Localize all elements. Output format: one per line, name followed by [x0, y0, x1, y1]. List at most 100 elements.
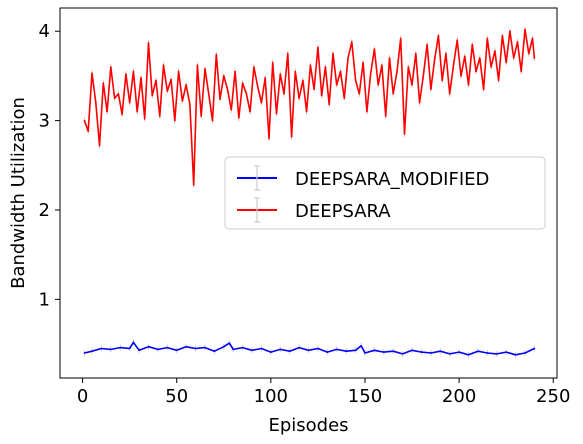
series-deepsara — [83, 26, 536, 188]
data-point — [477, 350, 479, 352]
data-point — [430, 88, 432, 91]
data-point — [113, 97, 116, 100]
data-point — [403, 133, 406, 135]
data-point — [456, 39, 459, 41]
data-point — [228, 342, 231, 344]
data-point — [362, 61, 364, 64]
data-point — [448, 353, 451, 355]
series-line — [84, 341, 535, 356]
data-point — [204, 67, 206, 70]
data-point — [230, 109, 233, 111]
data-point — [383, 351, 385, 353]
axes-frame — [59, 7, 558, 379]
data-point — [253, 66, 255, 68]
data-point — [411, 349, 413, 352]
data-point — [514, 353, 517, 356]
data-point — [288, 350, 291, 352]
data-point — [524, 28, 526, 31]
data-point — [260, 101, 263, 104]
data-point — [445, 52, 447, 55]
data-point — [494, 50, 496, 52]
data-point — [317, 46, 319, 49]
data-point — [505, 61, 507, 64]
data-point — [324, 66, 327, 68]
data-point — [294, 70, 297, 73]
series-layer — [83, 26, 536, 358]
data-point — [175, 349, 178, 352]
data-point — [343, 97, 346, 100]
data-point — [166, 346, 169, 349]
data-point — [241, 346, 244, 349]
data-point — [420, 351, 423, 353]
data-point — [364, 352, 366, 354]
data-point — [426, 43, 428, 46]
data-point — [512, 57, 515, 59]
series-deepsara-modified — [83, 339, 536, 358]
data-point — [520, 70, 523, 73]
x-axis-title: Episodes — [268, 415, 348, 436]
data-point — [241, 82, 244, 84]
data-point — [143, 118, 146, 120]
data-point — [260, 347, 263, 350]
data-point — [360, 345, 363, 347]
data-point — [290, 135, 293, 138]
data-point — [467, 353, 470, 356]
data-point — [268, 137, 270, 140]
data-point — [307, 349, 310, 352]
data-point — [94, 101, 97, 104]
data-point — [138, 349, 140, 352]
data-point — [490, 66, 492, 68]
data-point — [317, 347, 319, 350]
data-point — [155, 79, 157, 82]
data-point — [215, 53, 218, 56]
data-point — [433, 59, 436, 61]
data-point — [335, 84, 338, 86]
data-point — [256, 85, 259, 88]
data-point — [479, 57, 481, 59]
data-point — [392, 350, 395, 352]
data-point — [339, 70, 342, 73]
data-point — [354, 349, 357, 352]
data-point — [381, 64, 383, 66]
data-point — [83, 119, 86, 122]
data-point — [328, 103, 331, 106]
data-point — [283, 92, 285, 95]
data-point — [275, 112, 278, 115]
data-point — [177, 70, 180, 73]
data-point — [495, 353, 498, 355]
data-point — [110, 348, 112, 351]
data-point — [132, 70, 135, 73]
data-point — [264, 76, 267, 79]
data-point — [430, 352, 432, 354]
data-point — [460, 75, 462, 77]
data-point — [509, 30, 511, 33]
x-tick-label: 50 — [165, 386, 188, 407]
data-point — [245, 92, 248, 95]
data-point — [157, 348, 159, 351]
data-point — [91, 350, 93, 352]
data-point — [347, 57, 349, 59]
legend: DEEPSARA_MODIFIED DEEPSARA — [224, 156, 546, 230]
data-point — [174, 119, 176, 122]
data-point — [128, 101, 131, 104]
y-axis-ticks: 1 2 3 4 — [39, 21, 60, 310]
data-point — [533, 57, 536, 59]
data-point — [189, 103, 191, 106]
data-point — [151, 94, 154, 97]
data-point — [407, 66, 410, 68]
y-tick-label: 2 — [39, 200, 50, 221]
data-point — [345, 350, 347, 352]
data-point — [170, 78, 172, 81]
data-point — [399, 37, 402, 40]
data-point — [226, 88, 229, 91]
data-point — [100, 347, 103, 350]
x-axis-ticks: 0 50 100 150 200 250 — [77, 378, 570, 407]
data-point — [313, 88, 315, 91]
y-tick-label: 3 — [39, 111, 50, 132]
y-axis-title: Bandwidth Utilization — [8, 97, 29, 289]
data-point — [392, 92, 395, 95]
data-point — [396, 70, 398, 73]
data-point — [335, 348, 338, 351]
data-point — [166, 90, 169, 92]
data-point — [524, 352, 526, 354]
